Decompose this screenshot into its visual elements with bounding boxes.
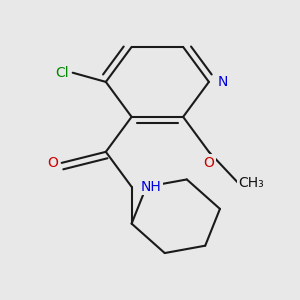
Text: O: O <box>203 155 214 170</box>
Text: Cl: Cl <box>56 66 69 80</box>
Text: NH: NH <box>141 180 161 194</box>
Text: N: N <box>218 75 229 89</box>
Text: CH₃: CH₃ <box>238 176 264 190</box>
Text: O: O <box>47 156 58 170</box>
